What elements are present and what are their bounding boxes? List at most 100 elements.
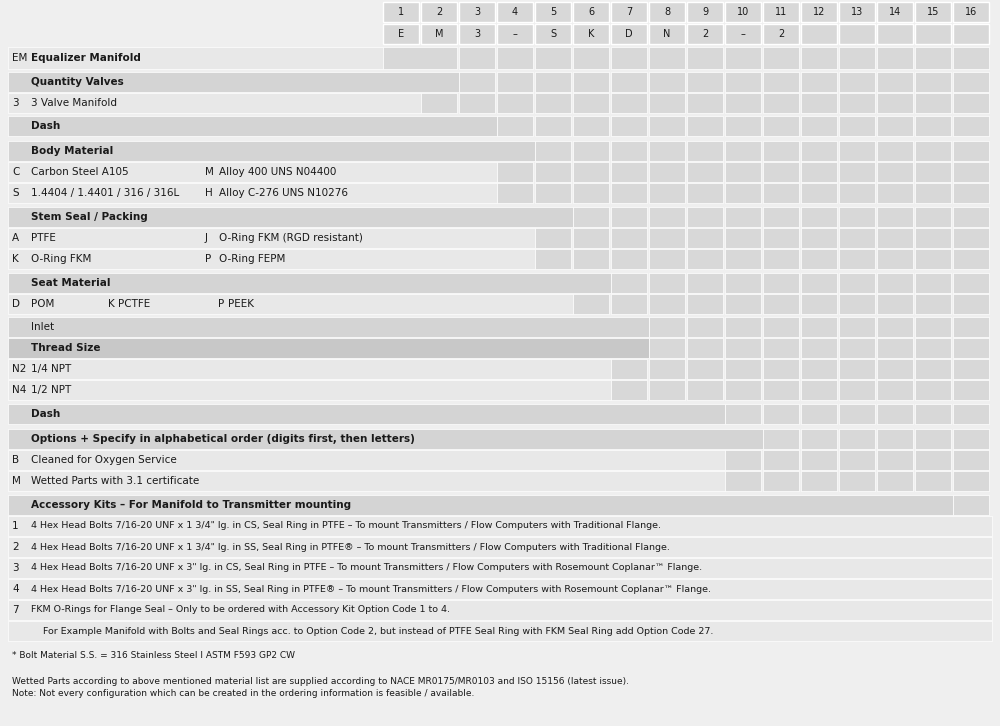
Bar <box>649 228 685 248</box>
Bar <box>497 72 533 92</box>
Text: Seat Material: Seat Material <box>31 278 110 288</box>
Bar <box>763 24 799 44</box>
Text: 4: 4 <box>12 584 19 594</box>
Text: 12: 12 <box>813 7 825 17</box>
Bar <box>573 72 609 92</box>
Bar <box>877 228 913 248</box>
Bar <box>801 141 837 161</box>
Bar <box>725 24 761 44</box>
Bar <box>573 141 609 161</box>
Bar <box>8 537 992 557</box>
Text: Body Material: Body Material <box>31 146 113 156</box>
Text: 1.4404 / 1.4401 / 316 / 316L: 1.4404 / 1.4401 / 316 / 316L <box>31 188 179 198</box>
Bar <box>8 93 421 113</box>
Bar <box>687 249 723 269</box>
Bar <box>421 93 457 113</box>
Bar <box>573 2 609 22</box>
Bar <box>953 141 989 161</box>
Text: M: M <box>205 167 214 177</box>
Bar <box>0 22 1000 44</box>
Text: 11: 11 <box>775 7 787 17</box>
Bar <box>953 294 989 314</box>
Bar <box>725 338 761 358</box>
Bar <box>0 0 1000 22</box>
Bar <box>725 294 761 314</box>
Text: K: K <box>12 254 19 264</box>
Text: K: K <box>588 29 594 39</box>
Text: Carbon Steel A105: Carbon Steel A105 <box>31 167 129 177</box>
Bar <box>687 380 723 400</box>
Bar <box>915 141 951 161</box>
Bar <box>8 558 992 578</box>
Bar <box>763 47 799 69</box>
Bar <box>915 273 951 293</box>
Text: H: H <box>205 188 213 198</box>
Bar <box>877 380 913 400</box>
Bar <box>611 162 647 182</box>
Bar <box>687 2 723 22</box>
Bar <box>953 429 989 449</box>
Bar <box>953 47 989 69</box>
Bar <box>839 450 875 470</box>
Bar <box>8 47 383 69</box>
Bar <box>687 317 723 337</box>
Bar <box>573 47 609 69</box>
Bar <box>877 116 913 136</box>
Text: 3 Valve Manifold: 3 Valve Manifold <box>31 98 117 108</box>
Bar <box>915 72 951 92</box>
Bar <box>725 2 761 22</box>
Bar <box>763 380 799 400</box>
Text: N2: N2 <box>12 364 26 374</box>
Bar <box>839 47 875 69</box>
Bar <box>763 450 799 470</box>
Bar <box>687 47 723 69</box>
Bar <box>763 207 799 227</box>
Bar <box>915 450 951 470</box>
Bar <box>801 471 837 491</box>
Text: Cleaned for Oxygen Service: Cleaned for Oxygen Service <box>31 455 177 465</box>
Bar <box>611 273 647 293</box>
Bar <box>383 24 419 44</box>
Bar <box>8 579 992 599</box>
Bar <box>8 294 573 314</box>
Bar <box>8 429 763 449</box>
Bar <box>801 404 837 424</box>
Bar <box>953 317 989 337</box>
Bar <box>877 47 913 69</box>
Bar <box>573 116 609 136</box>
Text: 4 Hex Head Bolts 7/16-20 UNF x 1 3/4" lg. in CS, Seal Ring in PTFE – To mount Tr: 4 Hex Head Bolts 7/16-20 UNF x 1 3/4" lg… <box>31 521 661 531</box>
Bar <box>801 162 837 182</box>
Bar <box>497 47 533 69</box>
Text: M: M <box>12 476 21 486</box>
Bar <box>953 471 989 491</box>
Bar <box>763 429 799 449</box>
Bar <box>649 294 685 314</box>
Bar <box>687 359 723 379</box>
Text: 5: 5 <box>550 7 556 17</box>
Bar <box>8 183 497 203</box>
Text: 3: 3 <box>474 7 480 17</box>
Text: PEEK: PEEK <box>228 299 254 309</box>
Text: 7: 7 <box>626 7 632 17</box>
Bar <box>763 116 799 136</box>
Bar <box>649 338 685 358</box>
Bar <box>535 141 571 161</box>
Bar <box>763 317 799 337</box>
Text: K: K <box>108 299 115 309</box>
Bar <box>421 2 457 22</box>
Bar <box>8 317 649 337</box>
Bar <box>535 183 571 203</box>
Bar <box>535 228 571 248</box>
Bar <box>725 183 761 203</box>
Bar <box>915 93 951 113</box>
Bar <box>915 24 951 44</box>
Bar <box>687 141 723 161</box>
Bar <box>915 294 951 314</box>
Bar <box>801 380 837 400</box>
Bar <box>877 207 913 227</box>
Bar <box>687 183 723 203</box>
Bar <box>839 141 875 161</box>
Bar <box>877 404 913 424</box>
Bar <box>839 338 875 358</box>
Bar <box>611 228 647 248</box>
